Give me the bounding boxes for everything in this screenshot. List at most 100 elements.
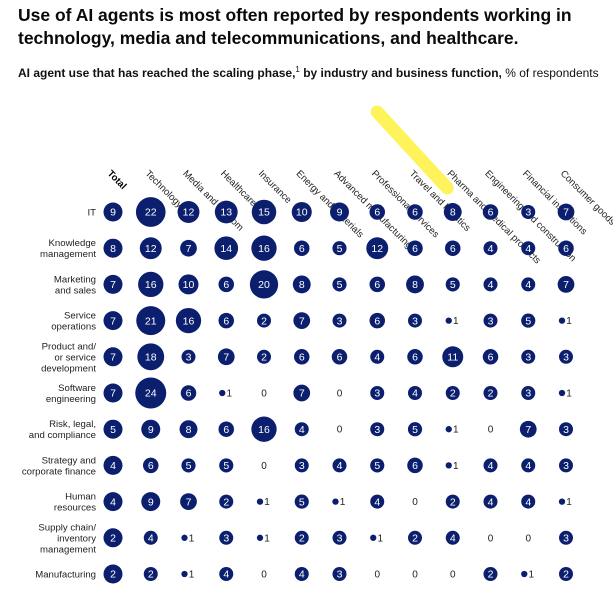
bubble-mark	[180, 239, 197, 257]
bubble-mark	[558, 240, 574, 256]
data-label: 1	[264, 533, 270, 544]
data-label: 8	[186, 424, 192, 436]
chart-title: Use of AI agents is most often reported …	[18, 5, 572, 48]
bubble-mark	[294, 567, 309, 581]
bubble-mark	[251, 416, 277, 442]
bubble-mark	[445, 462, 452, 469]
bubble-mark	[370, 458, 385, 473]
data-label: 10	[296, 207, 308, 219]
bubble-mark	[103, 202, 123, 222]
data-label: 2	[261, 315, 267, 327]
data-label: 4	[374, 496, 380, 508]
bubble-mark	[103, 274, 123, 294]
data-label: 3	[337, 569, 343, 581]
data-label: 7	[186, 243, 192, 255]
row-label: operations	[51, 322, 96, 333]
bubble-mark	[135, 197, 166, 227]
bubble-mark	[445, 494, 460, 509]
bubble-mark	[332, 498, 339, 505]
bubble-mark	[519, 420, 537, 438]
bubble-mark	[559, 567, 573, 581]
row-label: Knowledge	[49, 238, 96, 249]
bubble-mark	[483, 494, 498, 509]
bubble-mark	[332, 241, 347, 256]
data-label: 1	[453, 316, 459, 327]
bubble-mark	[331, 349, 348, 365]
data-label: 0	[337, 425, 343, 436]
bubble-mark	[139, 237, 162, 260]
data-label: 0	[412, 497, 418, 508]
data-label: 18	[145, 352, 157, 364]
data-label: 6	[223, 315, 229, 327]
data-label: 0	[412, 570, 418, 581]
data-label: 1	[528, 570, 534, 581]
bubble-mark	[482, 204, 499, 220]
data-label: 6	[299, 352, 305, 364]
data-label: 16	[145, 279, 157, 291]
data-label: 2	[450, 388, 456, 400]
bubble-mark	[143, 530, 158, 545]
data-label: 8	[412, 279, 418, 291]
data-label: 5	[525, 315, 531, 327]
data-label: 6	[186, 388, 192, 400]
data-label: 5	[337, 243, 343, 255]
bubble-mark	[521, 205, 536, 219]
bubble-mark	[103, 419, 123, 439]
bubble-mark	[445, 317, 452, 324]
data-label: 4	[525, 460, 531, 472]
data-label: 4	[525, 243, 531, 255]
data-label: 16	[258, 424, 270, 436]
data-label: 6	[374, 315, 380, 327]
bubble-mark	[408, 313, 422, 328]
data-label: 6	[299, 243, 305, 255]
data-label: 7	[563, 207, 569, 219]
row-label: Supply chain/	[38, 522, 96, 533]
data-label: 1	[340, 497, 346, 508]
bubble-mark	[178, 274, 199, 295]
bubble-mark	[332, 567, 347, 581]
bubble-mark	[219, 458, 234, 473]
bubble-mark	[407, 457, 423, 474]
data-label: 10	[183, 279, 195, 291]
data-label: 20	[258, 279, 270, 291]
bubble-mark	[332, 277, 347, 292]
data-label: 1	[566, 497, 572, 508]
row-label: Human	[65, 492, 96, 503]
data-label: 6	[488, 207, 494, 219]
row-label: Strategy and	[42, 455, 96, 466]
bubble-mark	[445, 426, 452, 433]
data-label: 3	[488, 315, 494, 327]
bubble-mark	[370, 494, 385, 509]
bubble-mark	[136, 306, 166, 336]
bubble-mark	[294, 530, 309, 545]
bubble-mark	[366, 237, 389, 260]
data-label: 4	[488, 460, 494, 472]
data-label: 6	[488, 352, 494, 364]
data-label: 4	[450, 533, 456, 545]
bubble-mark	[257, 313, 271, 328]
data-label: 3	[525, 388, 531, 400]
bubble-mark	[177, 201, 200, 223]
data-label: 12	[183, 207, 195, 219]
data-label: 1	[189, 570, 195, 581]
bubble-mark	[294, 458, 309, 473]
bubble-mark	[558, 317, 566, 324]
bubble-mark	[256, 534, 264, 541]
bubble-mark	[370, 386, 385, 400]
bubble-mark	[559, 458, 573, 473]
data-label: 3	[563, 424, 569, 436]
data-label: 9	[110, 207, 116, 219]
data-label: 9	[148, 424, 154, 436]
bubble-mark	[294, 240, 310, 256]
data-label: 2	[488, 388, 494, 400]
data-label: 16	[258, 243, 270, 255]
subtitle-main: AI agent use that has reached the scalin…	[18, 66, 296, 80]
bubble-mark	[175, 307, 202, 334]
data-label: 5	[412, 424, 418, 436]
data-label: 0	[488, 533, 494, 544]
data-label: 2	[450, 496, 456, 508]
bubble-mark	[294, 422, 309, 437]
bubble-mark	[407, 240, 423, 256]
bubble-mark	[256, 498, 264, 505]
